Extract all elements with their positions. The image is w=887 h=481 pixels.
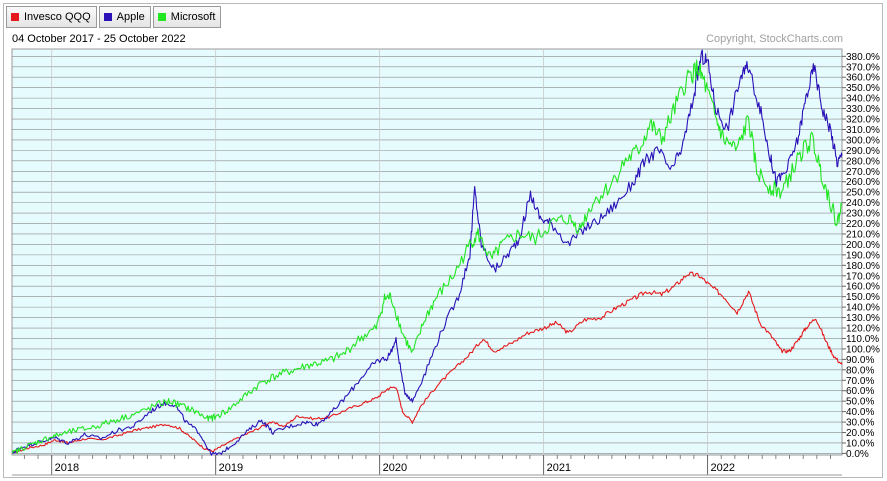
y-tick-label-370: 370.0% <box>846 62 880 73</box>
y-tick-label-210: 210.0% <box>846 229 880 240</box>
y-tick-label-330: 330.0% <box>846 104 880 115</box>
y-tick-label-20: 20.0% <box>846 428 874 439</box>
y-tick-label-80: 80.0% <box>846 365 874 376</box>
y-tick-label-70: 70.0% <box>846 376 874 387</box>
y-tick-label-150: 150.0% <box>846 292 880 303</box>
y-tick-label-300: 300.0% <box>846 135 880 146</box>
x-tick-label-2018: 2018 <box>55 462 79 474</box>
y-tick-label-230: 230.0% <box>846 209 880 220</box>
legend-label-microsoft: Microsoft <box>170 11 216 23</box>
y-tick-label-100: 100.0% <box>846 344 880 355</box>
y-tick-label-40: 40.0% <box>846 407 874 418</box>
y-tick-label-130: 130.0% <box>846 313 880 324</box>
copyright-label: Copyright, StockCharts.com <box>706 33 843 45</box>
legend-swatch-qqq <box>11 13 19 21</box>
y-tick-label-260: 260.0% <box>846 177 880 188</box>
y-tick-label-90: 90.0% <box>846 355 874 366</box>
legend: Invesco QQQ Apple Microsoft <box>6 6 222 28</box>
y-tick-label-380: 380.0% <box>846 52 880 63</box>
y-tick-label-60: 60.0% <box>846 386 874 397</box>
y-tick-label-190: 190.0% <box>846 250 880 261</box>
y-tick-label-310: 310.0% <box>846 125 880 136</box>
legend-item-qqq[interactable]: Invesco QQQ <box>6 6 97 28</box>
y-tick-label-320: 320.0% <box>846 115 880 126</box>
y-tick-label-240: 240.0% <box>846 198 880 209</box>
legend-swatch-apple <box>103 13 112 21</box>
y-tick-label-360: 360.0% <box>846 73 880 84</box>
y-tick-label-200: 200.0% <box>846 240 880 251</box>
y-tick-label-170: 170.0% <box>846 271 880 282</box>
plot-area <box>11 48 843 456</box>
y-tick-label-220: 220.0% <box>846 219 880 230</box>
y-tick-label-350: 350.0% <box>846 83 880 94</box>
y-tick-label-180: 180.0% <box>846 261 880 272</box>
y-tick-label-140: 140.0% <box>846 303 880 314</box>
series-line-invesco-qqq <box>11 271 843 454</box>
period-label: 04 October 2017 - 25 October 2022 <box>12 33 186 45</box>
x-tick-label-2021: 2021 <box>547 462 571 474</box>
y-tick-label-50: 50.0% <box>846 397 874 408</box>
y-tick-label-120: 120.0% <box>846 324 880 335</box>
y-tick-label-160: 160.0% <box>846 282 880 293</box>
x-tick-label-2020: 2020 <box>383 462 407 474</box>
legend-item-microsoft[interactable]: Microsoft <box>152 6 222 28</box>
y-tick-label-340: 340.0% <box>846 94 880 105</box>
y-tick-label-290: 290.0% <box>846 146 880 157</box>
y-tick-label-10: 10.0% <box>846 438 874 449</box>
x-tick-label-2022: 2022 <box>711 462 735 474</box>
y-tick-label-110: 110.0% <box>846 334 879 345</box>
legend-label-apple: Apple <box>116 11 145 23</box>
x-tick-label-2019: 2019 <box>219 462 243 474</box>
y-tick-label-270: 270.0% <box>846 167 880 178</box>
series-line-microsoft <box>11 59 843 454</box>
y-tick-label-0: 0.0% <box>846 449 869 460</box>
series-line-apple <box>11 49 843 456</box>
legend-label-qqq: Invesco QQQ <box>24 11 91 23</box>
legend-item-apple[interactable]: Apple <box>98 6 151 28</box>
legend-swatch-microsoft <box>157 13 166 21</box>
y-tick-label-30: 30.0% <box>846 418 874 429</box>
y-tick-label-280: 280.0% <box>846 156 880 167</box>
y-tick-label-250: 250.0% <box>846 188 880 199</box>
